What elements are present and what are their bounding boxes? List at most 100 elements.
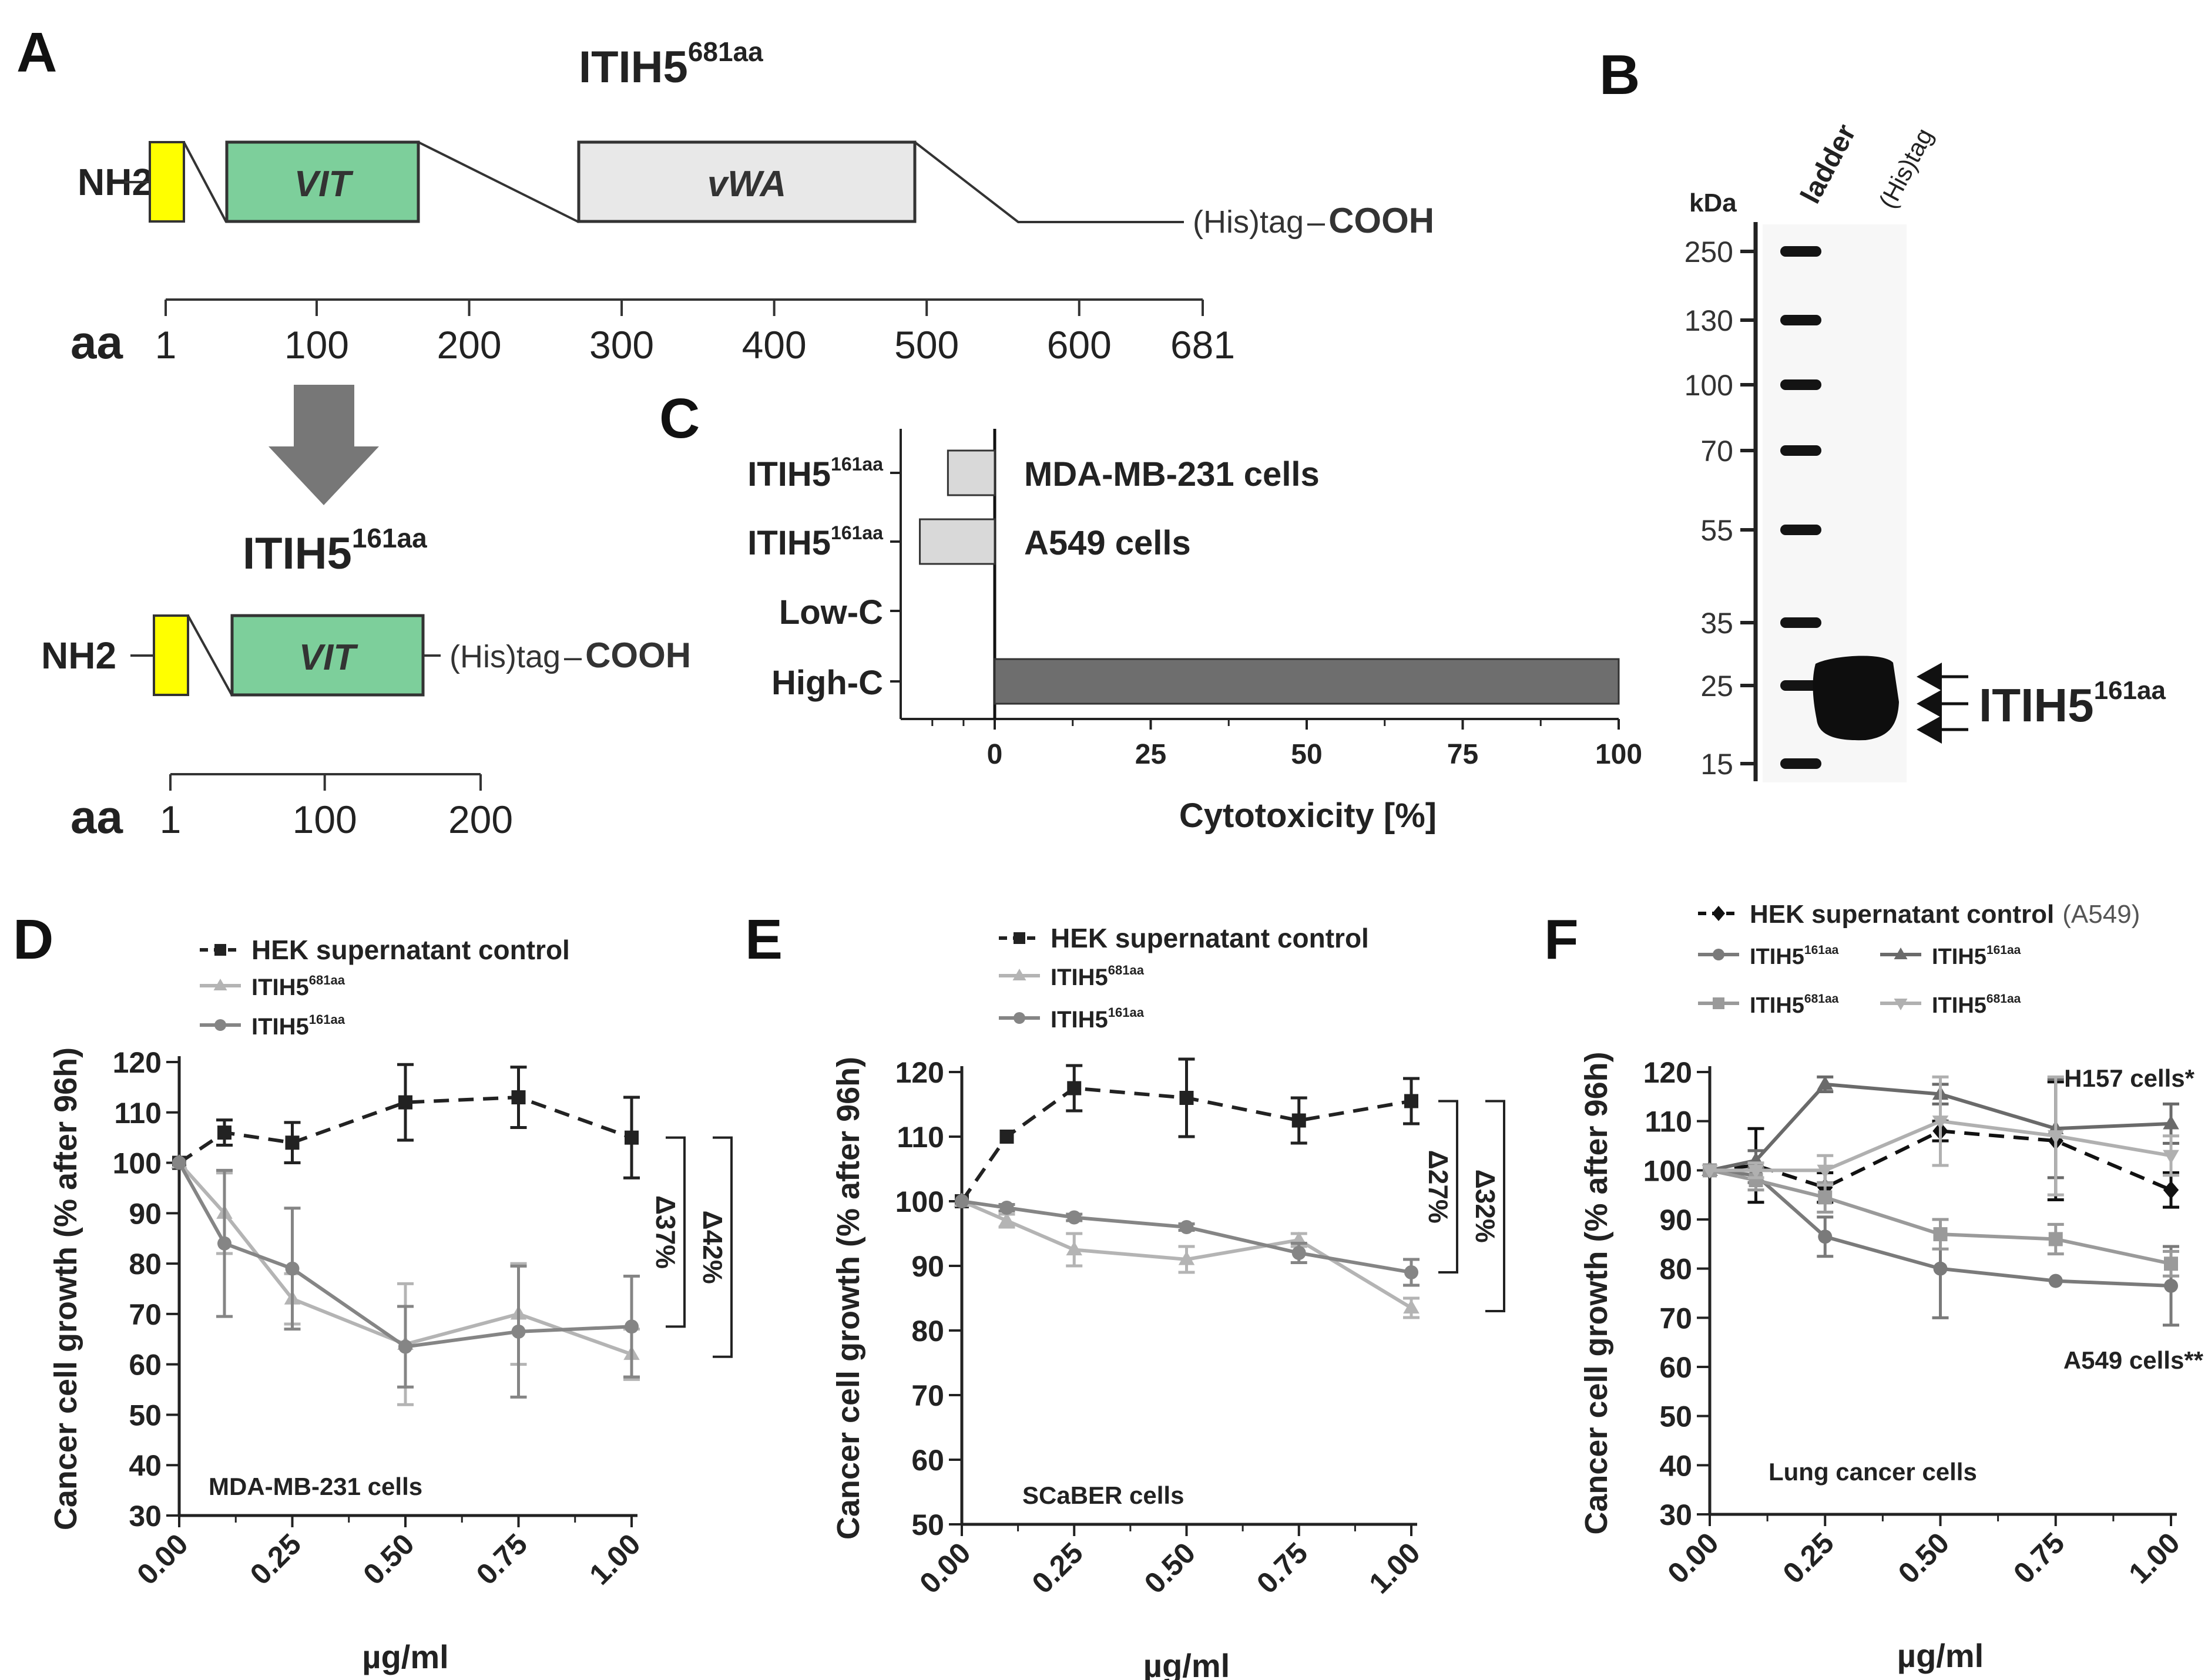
e-bracket-inner	[1438, 1100, 1458, 1274]
chart-e-x-axis-title: µg/ml	[1143, 1647, 1230, 1680]
panel-e: E 50 60 70 80 90 100 110 120 0.00 0.25 0.50 0.75 1.0…	[745, 908, 1505, 1680]
y-tick-label: 40	[129, 1449, 162, 1482]
protein-title-681-name: ITIH5	[579, 42, 688, 92]
x-tick-label: 0.00	[130, 1527, 194, 1591]
series-line	[1709, 1168, 2172, 1288]
kda-label: kDa	[1689, 189, 1737, 217]
panel-a: A ITIH5681aa NH2 VIT vWA (His)tag – COOH a…	[16, 21, 1434, 843]
y-tick-label: 120	[113, 1046, 162, 1079]
y-tick-label: 50	[911, 1508, 944, 1541]
data-point	[1291, 1246, 1306, 1260]
data-point	[511, 1324, 526, 1339]
panel-e-label: E	[745, 908, 783, 971]
e-bracket-outer	[1485, 1100, 1505, 1312]
panel-b-label: B	[1599, 43, 1640, 106]
protein-band-label: ITIH5161aa	[1979, 676, 2166, 731]
c-terminus-681: (His)tag – COOH	[1193, 201, 1434, 240]
c-x-tick-label: 100	[1595, 739, 1642, 770]
f-legend-3-label: ITIH5681aa	[1750, 992, 1839, 1018]
linker-3	[914, 141, 1184, 223]
d-legend-0-swatch-marker	[214, 944, 226, 956]
scale-ticks-161: 1 100 200	[160, 774, 513, 841]
data-point	[1818, 1190, 1833, 1205]
x-tick-label: 0.25	[1777, 1526, 1840, 1590]
signal-peptide	[149, 141, 185, 223]
scale-tick-label: 600	[1047, 323, 1112, 367]
y-tick-label: 110	[1645, 1106, 1692, 1138]
c-category-label-name: High-C	[771, 664, 883, 702]
x-tick-label: 1.00	[583, 1527, 646, 1591]
data-point	[1066, 1241, 1083, 1256]
f-annotation-a549: A549 cells**	[2063, 1346, 2204, 1374]
y-tick-label: 90	[911, 1250, 944, 1283]
panel-c-label: C	[659, 387, 700, 450]
y-tick-label: 30	[129, 1500, 162, 1533]
band-arrows	[1917, 663, 1968, 744]
scale-tick-label: 100	[284, 323, 349, 367]
d-bracket-outer-label: Δ42%	[697, 1211, 728, 1284]
data-point	[1179, 1220, 1194, 1234]
x-tick-label: 0.75	[470, 1527, 533, 1591]
y-tick-label: 60	[911, 1444, 944, 1477]
y-tick-label: 60	[1659, 1351, 1692, 1384]
d-bracket-inner-label: Δ37%	[650, 1195, 681, 1269]
data-point	[1067, 1210, 1082, 1225]
series-line	[961, 1199, 1412, 1310]
series-line	[961, 1199, 1412, 1274]
vit-domain-short-label: VIT	[299, 637, 359, 678]
e-bracket-inner-label: Δ27%	[1423, 1150, 1454, 1224]
scale-aa-label-161: aa	[71, 791, 123, 843]
data-point	[1403, 1299, 1420, 1314]
data-point	[1817, 1164, 1834, 1179]
series-line	[177, 1162, 632, 1349]
f-legend-0-swatch-marker	[1712, 906, 1725, 921]
ladder-band	[1780, 680, 1821, 691]
f-legend-3-label-sup: 681aa	[1804, 992, 1839, 1006]
chart-d-series-2	[172, 1155, 640, 1399]
d-legend-0-label: HEK supernatant control	[251, 935, 570, 965]
c-x-tick-label: 75	[1447, 739, 1478, 770]
data-point	[2163, 1150, 2179, 1164]
growth-chart-mda: 30 40 50 60 70 80 90 100 110 120 0.00 0.25 0.50 0.75 1…	[48, 935, 733, 1675]
f-legend-4-swatch-marker	[1894, 999, 1908, 1010]
lane-label-ladder: ladder	[1795, 119, 1862, 209]
e-bracket-outer-label: Δ32%	[1470, 1170, 1501, 1243]
data-point	[2048, 1232, 2063, 1246]
y-tick-label: 60	[129, 1349, 162, 1382]
protein-title-161-sup: 161aa	[352, 523, 427, 553]
data-point	[285, 1135, 300, 1150]
y-tick-label: 80	[911, 1315, 944, 1348]
y-tick-label: 110	[114, 1097, 162, 1130]
y-tick-label: 50	[1659, 1400, 1692, 1433]
f-legend-3-swatch-marker	[1713, 997, 1724, 1009]
y-tick-label: 40	[1659, 1449, 1692, 1482]
e-legend-1-swatch-marker	[1012, 969, 1026, 980]
series-line	[1710, 1119, 2172, 1172]
e-legend-2-label: ITIH5161aa	[1051, 1005, 1145, 1033]
c-category-label-sup: 161aa	[831, 522, 883, 543]
data-point	[1933, 1227, 1948, 1242]
c-x-tick-label: 50	[1291, 739, 1322, 770]
d-legend-1-label-name: ITIH5	[251, 975, 309, 1000]
e-legend-2-label-sup: 161aa	[1108, 1005, 1145, 1020]
d-legend-1-swatch-marker	[213, 979, 227, 990]
data-point	[2047, 1130, 2064, 1145]
protein-band-sup: 161aa	[2094, 676, 2166, 705]
vwa-domain	[577, 140, 917, 223]
chart-e-y-axis-title: Cancer cell growth (% after 96h)	[831, 1057, 866, 1540]
data-point	[2164, 1278, 2178, 1293]
data-point	[1067, 1081, 1082, 1096]
panel-d: D 30 40 50 60 70 80 90 100 110 120 0.00 0.25 0.50 0.7…	[13, 908, 733, 1675]
c-category-label: ITIH5161aa	[747, 453, 883, 493]
data-point	[1404, 1094, 1418, 1108]
ladder-band	[1780, 617, 1821, 628]
dash-161: –	[564, 639, 582, 674]
aa-scale-681: aa 1 100 200 300 400 500 600 681	[71, 298, 1235, 368]
y-tick-label: 90	[1659, 1204, 1692, 1237]
f-legend-1-label-name: ITIH5	[1750, 945, 1804, 969]
x-tick-label: 0.00	[913, 1536, 977, 1600]
vit-domain	[225, 140, 420, 223]
chart-e-series-0	[955, 1057, 1420, 1208]
chart-f-series-4	[1702, 1075, 2179, 1197]
